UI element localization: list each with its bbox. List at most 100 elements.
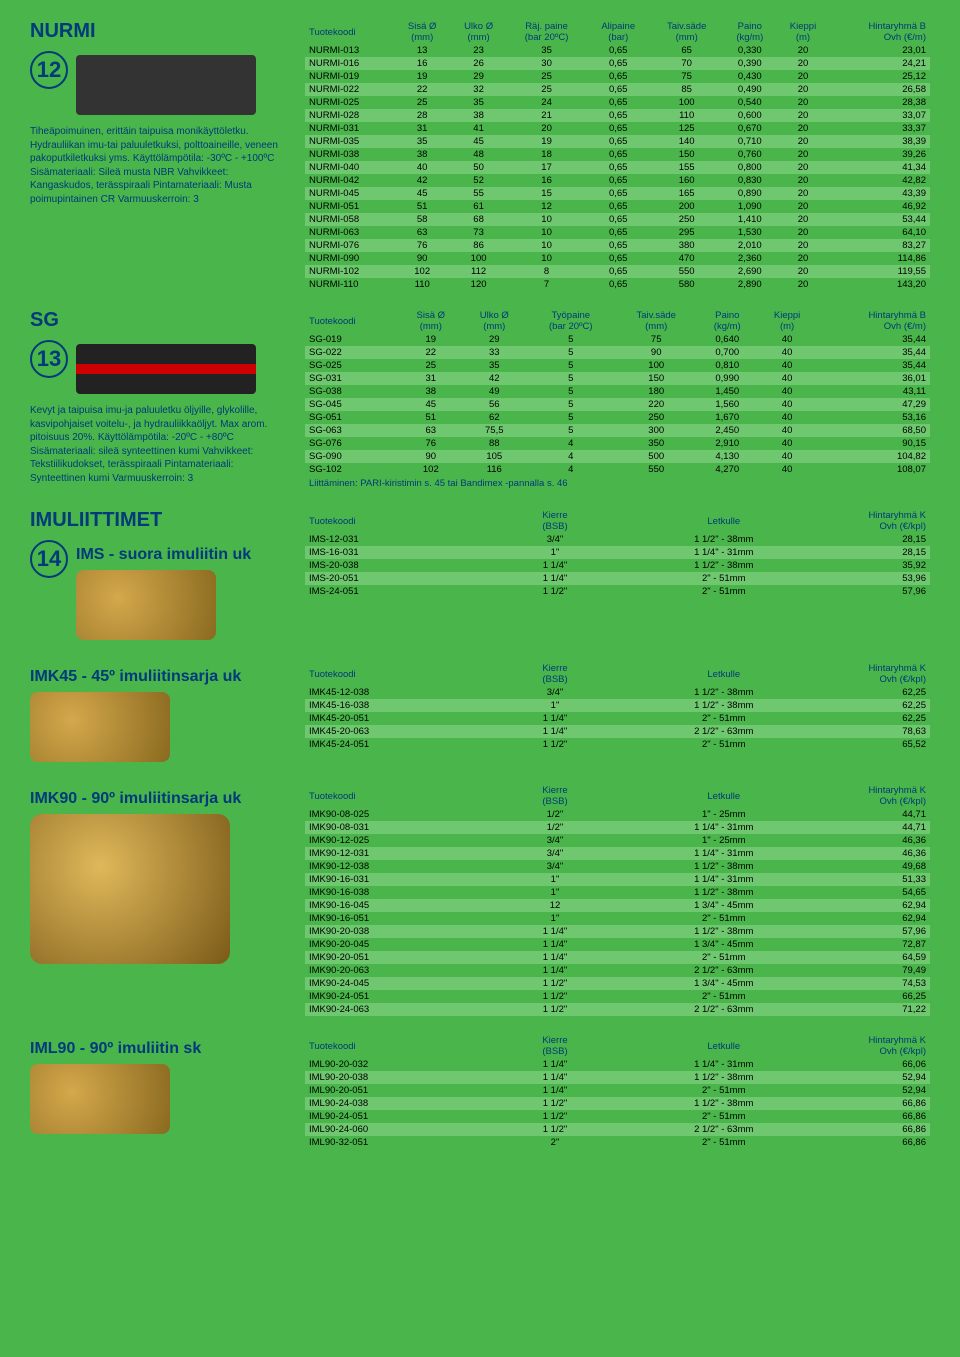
table-cell: 20 [777, 109, 830, 122]
table-cell: IMK90-12-038 [305, 860, 480, 873]
table-cell: 33 [462, 346, 526, 359]
imk45-table: TuotekoodiKierre(BSB)LetkulleHintaryhmä … [305, 662, 930, 751]
table-cell: 1 1/4" [480, 951, 630, 964]
table-cell: 57,96 [818, 585, 931, 598]
table-row: IMK45-12-0383/4"1 1/2" - 38mm62,25 [305, 686, 930, 699]
table-cell: 5 [526, 411, 615, 424]
table-row: IML90-32-0512"2" - 51mm66,86 [305, 1136, 930, 1149]
col-header: Hintaryhmä KOvh (€/kpl) [818, 1034, 931, 1058]
table-cell: 68 [450, 213, 507, 226]
table-row: IMK90-08-0311/2"1 1/4" - 31mm44,71 [305, 821, 930, 834]
table-cell: 33,37 [829, 122, 930, 135]
table-cell: NURMI-019 [305, 70, 394, 83]
table-cell: IMK90-24-045 [305, 977, 480, 990]
table-cell: 35,92 [818, 559, 931, 572]
table-cell: 22 [394, 83, 450, 96]
table-row: IMS-16-0311"1 1/4" - 31mm28,15 [305, 546, 930, 559]
table-cell: 51,33 [818, 873, 931, 886]
table-cell: 100 [615, 359, 697, 372]
table-cell: 15 [507, 187, 586, 200]
table-cell: 75 [615, 333, 697, 346]
table-cell: NURMI-063 [305, 226, 394, 239]
table-cell: 1 1/2" - 38mm [630, 886, 818, 899]
table-note: Liittäminen: PARI-kiristimin s. 45 tai B… [305, 476, 930, 491]
table-cell: 1 1/2" [480, 977, 630, 990]
table-cell: 66,86 [818, 1097, 931, 1110]
table-cell: 1 1/2" [480, 1003, 630, 1016]
table-cell: 45 [450, 135, 507, 148]
table-cell: 1" [480, 886, 630, 899]
col-header: Hintaryhmä BOvh (€/m) [829, 20, 930, 44]
table-cell: 12 [507, 200, 586, 213]
table-row: NURMI-0353545190,651400,7102038,39 [305, 135, 930, 148]
table-cell: 20 [777, 83, 830, 96]
table-cell: 110 [650, 109, 723, 122]
col-header: Kieppi(m) [757, 309, 816, 333]
table-cell: 19 [394, 70, 450, 83]
table-cell: 57,96 [818, 925, 931, 938]
table-cell: 66,86 [818, 1123, 931, 1136]
table-row: IML90-20-0321 1/4"1 1/4" - 31mm66,06 [305, 1058, 930, 1071]
table-cell: 38 [394, 148, 450, 161]
table-cell: 39,26 [829, 148, 930, 161]
table-cell: 64,10 [829, 226, 930, 239]
table-cell: 100 [650, 96, 723, 109]
table-cell: 88 [462, 437, 526, 450]
table-cell: 1,410 [723, 213, 777, 226]
table-cell: 5 [526, 372, 615, 385]
product-image [76, 344, 256, 394]
col-header: Ulko Ø(mm) [450, 20, 507, 44]
table-cell: 0,65 [586, 187, 650, 200]
table-cell: NURMI-035 [305, 135, 394, 148]
col-header: Letkulle [630, 509, 818, 533]
table-cell: 104,82 [817, 450, 930, 463]
table-cell: 40 [394, 161, 450, 174]
table-cell: IMK90-16-051 [305, 912, 480, 925]
table-cell: 63 [394, 226, 450, 239]
table-cell: 25 [399, 359, 462, 372]
table-cell: 62,25 [818, 686, 931, 699]
table-cell: 0,65 [586, 96, 650, 109]
table-cell: 72,87 [818, 938, 931, 951]
table-cell: 20 [777, 278, 830, 291]
table-cell: 2,010 [723, 239, 777, 252]
table-row: IMK45-24-0511 1/2"2" - 51mm65,52 [305, 738, 930, 751]
table-cell: SG-038 [305, 385, 399, 398]
table-cell: 49 [462, 385, 526, 398]
table-cell: IMS-12-031 [305, 533, 480, 546]
table-cell: IML90-24-038 [305, 1097, 480, 1110]
table-cell: 105 [462, 450, 526, 463]
table-cell: 3/4" [480, 533, 630, 546]
table-cell: 550 [615, 463, 697, 476]
table-cell: 16 [507, 174, 586, 187]
table-cell: 29 [450, 70, 507, 83]
table-cell: SG-090 [305, 450, 399, 463]
table-cell: 28,15 [818, 533, 931, 546]
table-cell: 1 1/4" [480, 559, 630, 572]
table-cell: 0,65 [586, 239, 650, 252]
table-cell: 5 [526, 333, 615, 346]
table-cell: 58 [394, 213, 450, 226]
table-cell: 1 1/2" [480, 1123, 630, 1136]
col-header: Räj. paine(bar 20ºC) [507, 20, 586, 44]
col-header: Paino(kg/m) [697, 309, 757, 333]
table-cell: 43,11 [817, 385, 930, 398]
table-cell: 0,65 [586, 57, 650, 70]
table-row: SG-025253551000,8104035,44 [305, 359, 930, 372]
table-cell: 2" - 51mm [630, 572, 818, 585]
table-cell: 0,65 [586, 252, 650, 265]
table-cell: 0,65 [586, 122, 650, 135]
table-cell: 10 [507, 239, 586, 252]
table-cell: 1 1/2" - 38mm [630, 860, 818, 873]
table-cell: 35 [394, 135, 450, 148]
table-row: IMK90-08-0251/2"1" - 25mm44,71 [305, 808, 930, 821]
table-cell: 28,15 [818, 546, 931, 559]
table-cell: 40 [757, 424, 816, 437]
table-cell: 44,71 [818, 808, 931, 821]
table-row: SG-038384951801,4504043,11 [305, 385, 930, 398]
table-cell: IML90-32-051 [305, 1136, 480, 1149]
table-cell: IMK90-16-031 [305, 873, 480, 886]
table-cell: NURMI-090 [305, 252, 394, 265]
col-header: Hintaryhmä KOvh (€/kpl) [818, 509, 931, 533]
table-row: NURMI-0222232250,65850,4902026,58 [305, 83, 930, 96]
